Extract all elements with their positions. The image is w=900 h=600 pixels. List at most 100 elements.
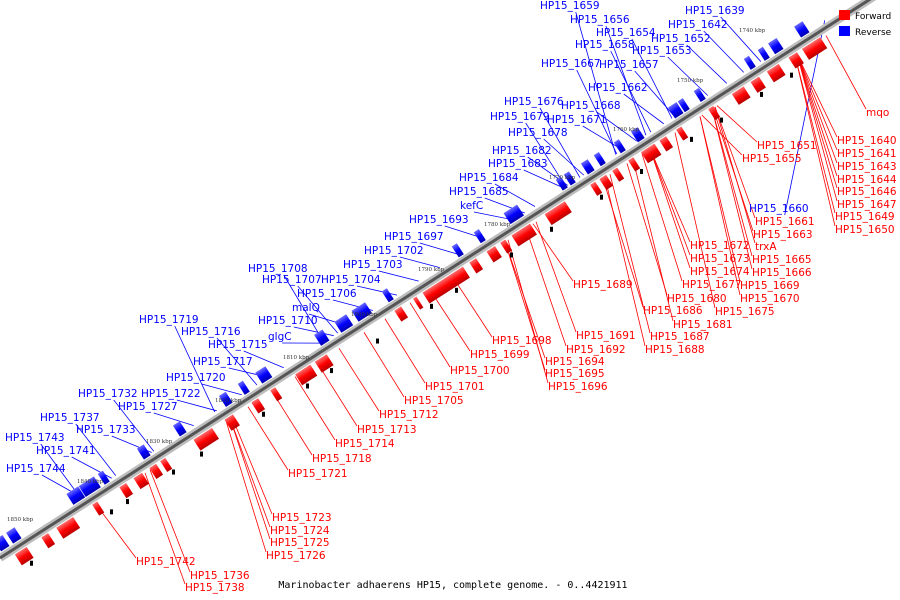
connector-line [604,177,646,347]
minor-mark [200,451,203,457]
gene-block [41,533,56,549]
connector-line [229,418,271,528]
connector-line [153,412,194,426]
connector-line [667,56,709,96]
connector-line [641,153,683,282]
tick-label: 1840 kbp [77,479,104,485]
connector-line [216,337,258,386]
minor-mark [330,368,333,374]
gene-label: HP15_1650 [835,224,895,236]
minor-mark [510,252,513,258]
gene-block [97,470,110,485]
gene-label: HP15_1712 [379,409,439,421]
gene-label: HP15_1642 [668,19,728,31]
connector-line [174,325,216,413]
gene-label: HP15_1703 [343,259,403,271]
gene-label: HP15_1649 [835,211,895,223]
gene-block [640,143,662,164]
connector-line [363,332,405,398]
gene-label: kefC [460,200,483,212]
connector-line [429,289,471,352]
gene-block [78,476,101,498]
gene-label: HP15_1704 [321,274,381,286]
forward-gene-labels: mqo HP15_1640 HP15_1651 HP15_1641 HP15_1… [136,107,897,594]
connector-line [247,406,289,471]
connector-line [378,270,419,282]
connector-line [507,239,549,384]
minor-marks [30,72,793,566]
gene-label: HP15_1662 [588,82,648,94]
connector-line [149,469,191,573]
gene-label: HP15_1695 [545,368,605,380]
connector-line [338,348,380,412]
gene-label: HP15_1657 [599,59,659,71]
gene-block [251,398,266,414]
reverse-swatch [839,26,850,36]
gene-block [612,167,625,182]
connector-line [283,274,325,343]
gene-label: HP15_1723 [272,512,332,524]
gene-block [270,387,283,402]
gene-block [237,380,250,395]
gene-block [677,98,690,113]
gene-block [500,239,513,254]
gene-label: HP15_1742 [136,556,196,568]
gene-block [14,546,34,566]
gene-block [630,127,645,143]
tick-label: 1750 kbp [677,78,704,84]
minor-mark [600,194,603,200]
gene-label: HP15_1658 [575,39,635,51]
gene-label: HP15_1719 [139,314,199,326]
connector-line [649,148,691,243]
connector-line [796,54,838,189]
gene-block [6,527,22,544]
connector-line [113,399,155,452]
gene-label: malQ [292,302,320,314]
gene-block [193,427,219,451]
connector-line [451,275,493,338]
gene-label: HP15_1726 [266,550,326,562]
gene-label: HP15_1733 [76,424,136,436]
gene-label: HP15_1725 [270,537,330,549]
tick-label: 1830 kbp [146,439,173,445]
connector-line [634,70,676,117]
gene-label: HP15_1708 [248,263,308,275]
gene-label: HP15_1722 [141,388,201,400]
gene-label: HP15_1721 [288,468,348,480]
tick-label: 1810 kbp [283,355,310,361]
connector-line [535,221,577,333]
gene-label: HP15_1736 [190,570,250,582]
gene-block [590,181,603,196]
gene-label: HP15_1727 [118,401,178,413]
gene-label: HP15_1647 [837,199,897,211]
gene-block [218,391,233,407]
connector-line [632,159,674,322]
gene-label: HP15_1701 [425,381,485,393]
tick-label: 1800 kbp [351,312,378,318]
gene-label: HP15_1639 [685,5,745,17]
gene-block [381,288,394,303]
gene-block [593,152,606,167]
gene-block [334,314,354,333]
gene-block [743,55,756,70]
gene-label: HP15_1741 [36,445,96,457]
connector-line [720,16,762,62]
tick-label: 1770 kbp [549,175,576,181]
connector-line [144,472,186,585]
connector-line [576,69,618,155]
gene-label: HP15_1724 [270,525,330,537]
connector-line [384,318,426,384]
gene-label: HP15_1732 [78,388,138,400]
tick-label: 1780 kbp [484,222,511,228]
connector-line [71,456,112,479]
gene-block [172,421,187,437]
gene-block [503,204,525,225]
connector-line [543,138,585,176]
gene-label: HP15_1738 [185,582,245,594]
connector-line [796,54,838,151]
gene-label: HP15_1671 [547,114,607,126]
gene-label: HP15_1651 [757,140,817,152]
connector-line [229,418,271,540]
connector-line [294,376,336,441]
